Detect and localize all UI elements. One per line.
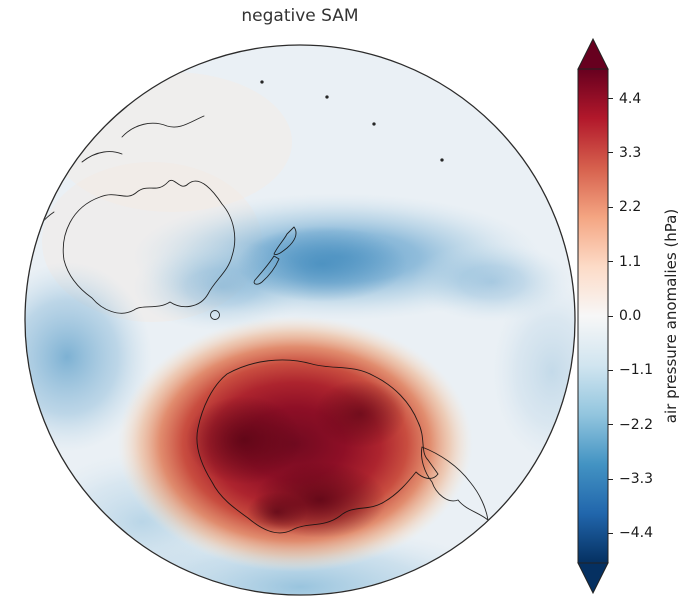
coastline-new-zealand-north: [273, 226, 297, 255]
coastline-australia: [62, 179, 236, 314]
colorbar-tick: −3.3: [619, 471, 653, 488]
colorbar-tick: 3.3: [619, 144, 642, 161]
colorbar-tick: −1.1: [619, 362, 653, 379]
island-speck: [260, 80, 264, 84]
coastline-antarctica: [196, 359, 439, 534]
colorbar-tick-labels: 4.4 3.3 2.2 1.1 0.0 −1.1 −2.2 −3.3 −4.4: [576, 38, 694, 594]
coastline-new-guinea: [121, 115, 205, 138]
globe-map: [22, 42, 578, 598]
colorbar-svg: [577, 38, 609, 594]
chart-title: negative SAM: [241, 6, 359, 26]
island-speck: [325, 95, 329, 99]
colorbar-under-arrow: [577, 562, 609, 594]
positive-anomaly-antarctica: [117, 316, 473, 572]
colorbar-tick: 4.4: [619, 90, 642, 107]
coastline-new-zealand-south: [253, 255, 280, 285]
colorbar: 4.4 3.3 2.2 1.1 0.0 −1.1 −2.2 −3.3 −4.4 …: [576, 38, 694, 594]
coastline-indonesia: [81, 151, 123, 163]
colorbar-tick: −4.4: [619, 525, 653, 542]
colorbar-tick: 1.1: [619, 253, 642, 270]
colorbar-tick: 0.0: [619, 308, 642, 324]
island-speck: [440, 158, 444, 162]
globe-outline: [24, 44, 576, 596]
globe-svg: [24, 44, 576, 596]
colorbar-tick: −2.2: [619, 416, 653, 433]
colorbar-label: air pressure anomalies (hPa): [662, 208, 680, 424]
coastline-tasmania: [210, 310, 220, 320]
coastline-south-america: [421, 446, 489, 521]
colorbar-tick: 2.2: [619, 199, 642, 216]
island-speck: [372, 122, 376, 126]
